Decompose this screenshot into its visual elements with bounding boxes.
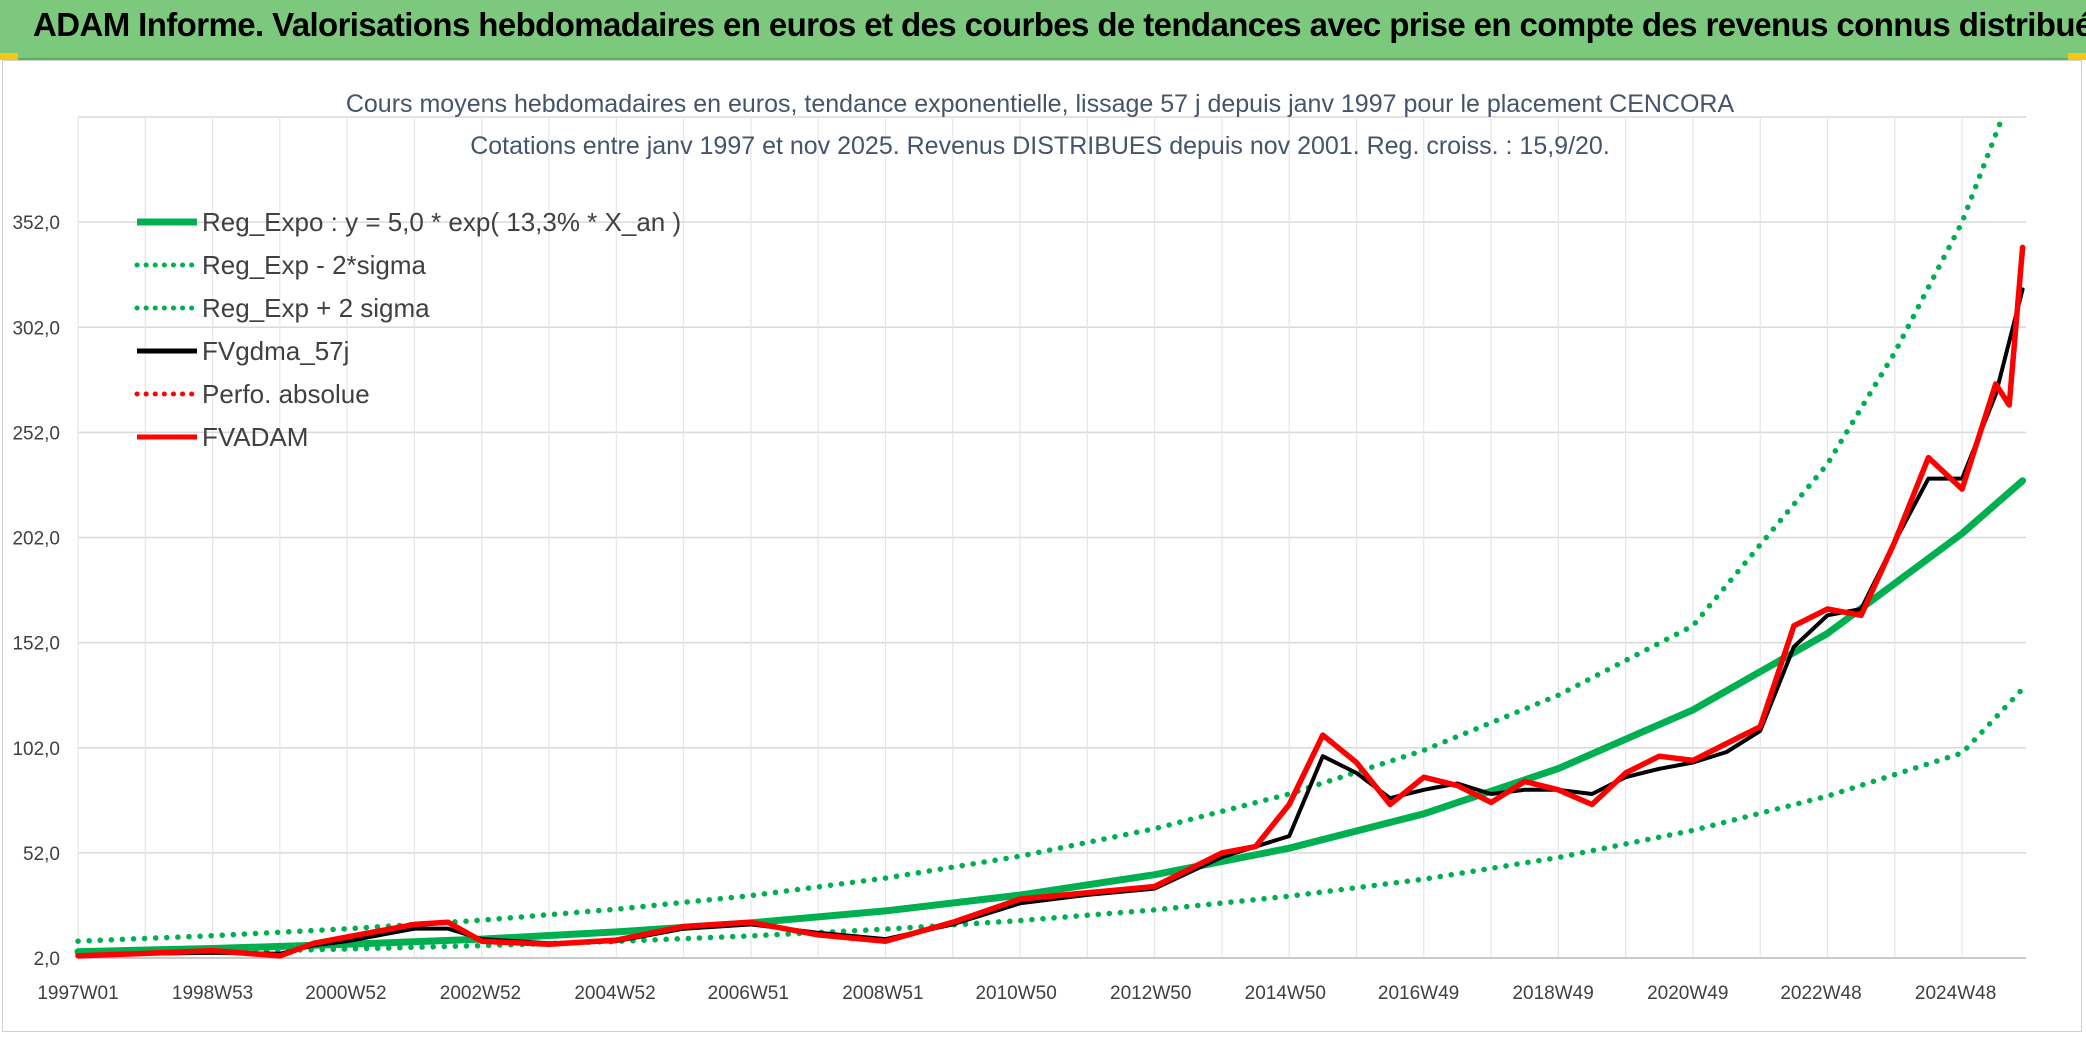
series-line-0 xyxy=(74,477,2027,956)
report-banner: ADAM Informe. Valorisations hebdomadaire… xyxy=(0,0,2086,60)
y-tick-label: 2,0 xyxy=(34,949,60,970)
legend-label: Reg_Exp - 2*sigma xyxy=(202,250,427,280)
chart-title-line1: Cours moyens hebdomadaires en euros, ten… xyxy=(346,90,1735,118)
series-line-3 xyxy=(76,287,2025,958)
legend-label: Reg_Exp + 2 sigma xyxy=(202,293,430,323)
x-tick-label: 2002W52 xyxy=(440,983,521,1004)
x-tick-label: 2024W48 xyxy=(1915,983,1996,1004)
x-tick-label: 2010W50 xyxy=(975,983,1056,1004)
x-axis-ticks: 1997W01 1998W53 2000W52 2002W52 2004W52 2006W… xyxy=(37,983,1996,1004)
y-tick-label: 252,0 xyxy=(12,423,60,444)
y-tick-label: 102,0 xyxy=(12,739,60,760)
x-tick-label: 2008W51 xyxy=(842,983,923,1004)
grid xyxy=(77,116,2026,959)
x-tick-label: 2000W52 xyxy=(305,983,386,1004)
series-line-2 xyxy=(75,114,2006,944)
y-axis-ticks: 2,0 52,0 102,0 152,0 202,0 252,0 302,0 352,0 xyxy=(12,213,60,970)
series-line-5 xyxy=(75,244,2026,959)
x-tick-label: 1997W01 xyxy=(37,983,118,1004)
legend: Reg_Expo : y = 5,0 * exp( 13,3% * X_an )… xyxy=(134,207,681,452)
x-tick-label: 2022W48 xyxy=(1780,983,1861,1004)
x-tick-label: 2012W50 xyxy=(1110,983,1191,1004)
series-line-1 xyxy=(75,686,2026,957)
x-tick-label: 2018W49 xyxy=(1512,983,1593,1004)
chart-title-line2: Cotations entre janv 1997 et nov 2025. R… xyxy=(470,132,1610,160)
y-tick-label: 52,0 xyxy=(23,844,60,865)
corner-mark-left xyxy=(0,53,18,60)
corner-mark-right xyxy=(2068,53,2086,60)
y-tick-label: 152,0 xyxy=(12,634,60,655)
x-tick-label: 2020W49 xyxy=(1647,983,1728,1004)
report-title: ADAM Informe. Valorisations hebdomadaire… xyxy=(33,6,2086,43)
x-tick-label: 2014W50 xyxy=(1245,983,1326,1004)
legend-label: FVgdma_57j xyxy=(202,336,349,366)
x-tick-label: 2004W52 xyxy=(574,983,655,1004)
x-tick-label: 2006W51 xyxy=(708,983,789,1004)
x-tick-label: 2016W49 xyxy=(1378,983,1459,1004)
y-tick-label: 202,0 xyxy=(12,529,60,550)
legend-label: Perfo. absolue xyxy=(202,379,370,409)
legend-label: Reg_Expo : y = 5,0 * exp( 13,3% * X_an ) xyxy=(202,207,681,237)
y-tick-label: 352,0 xyxy=(12,213,60,234)
x-tick-label: 1998W53 xyxy=(172,983,253,1004)
series xyxy=(74,114,2027,959)
y-tick-label: 302,0 xyxy=(12,318,60,339)
legend-label: FVADAM xyxy=(202,422,308,452)
